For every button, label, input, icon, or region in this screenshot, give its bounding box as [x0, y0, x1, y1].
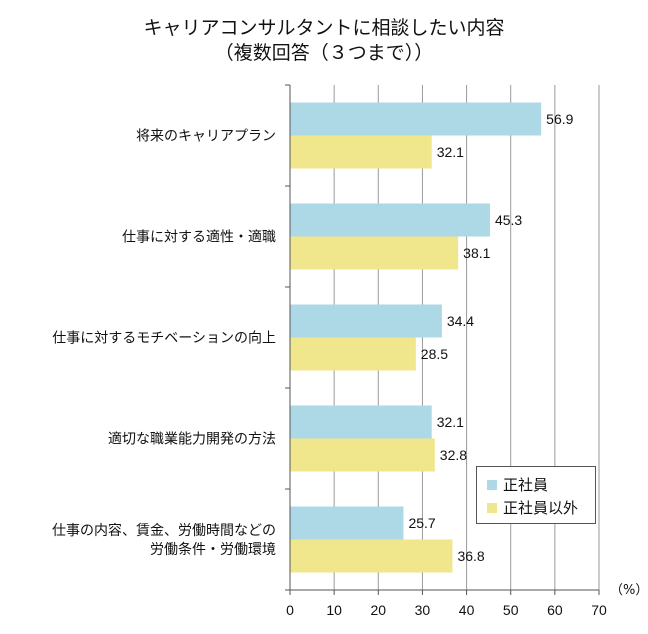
legend-label-series-1: 正社員 [503, 476, 549, 494]
chart-title-line-1: キャリアコンサルタントに相談したい内容 [143, 17, 505, 39]
category-label-4: 適切な職業能力開発の方法 [108, 431, 276, 448]
x-tick-label-30: 30 [415, 602, 431, 618]
category-label-3: 仕事に対するモチベーションの向上 [52, 331, 276, 347]
x-tick-label-40: 40 [459, 602, 475, 618]
legend-swatch-series-1 [487, 479, 497, 490]
x-tick-label-20: 20 [370, 602, 386, 618]
value-label-1-series-1: 56.9 [546, 111, 573, 127]
x-tick-label-50: 50 [503, 602, 519, 618]
value-label-2-series-2: 38.1 [463, 245, 490, 261]
value-label-1-series-2: 32.1 [437, 144, 464, 160]
chart-title: キャリアコンサルタントに相談したい内容 （複数回答（３つまで）） [0, 16, 648, 66]
bar-4-series-1 [290, 405, 432, 439]
bar-4-series-2 [290, 438, 435, 472]
category-label-2: 仕事に対する適性・適職 [122, 229, 276, 246]
unit-label: （%） [610, 583, 648, 598]
bar-3-series-1 [290, 304, 442, 338]
legend-item-series-1: 正社員 [487, 473, 595, 496]
legend-label-series-2: 正社員以外 [503, 499, 579, 517]
value-label-2-series-1: 45.3 [495, 212, 522, 228]
bar-5-series-2 [290, 539, 453, 573]
x-tick-label-60: 60 [547, 602, 563, 618]
category-label-1: 将来のキャリアプラン [136, 129, 276, 145]
chart-title-line-2: （複数回答（３つまで）） [214, 42, 434, 64]
legend: 正社員 正社員以外 [476, 466, 596, 524]
bar-2-series-2 [290, 236, 459, 270]
legend-swatch-series-2 [487, 502, 497, 513]
x-tick-label-70: 70 [591, 602, 607, 618]
x-tick-label-10: 10 [326, 602, 342, 618]
bar-2-series-1 [290, 203, 490, 237]
category-label-5-line-2: 労働条件・労働環境 [150, 541, 276, 558]
category-label-5-line-1: 仕事の内容、賃金、労働時間などの [52, 522, 276, 539]
value-label-3-series-2: 28.5 [421, 346, 448, 362]
bar-5-series-1 [290, 506, 404, 540]
value-label-5-series-1: 25.7 [408, 515, 435, 531]
bar-1-series-2 [290, 135, 432, 169]
value-label-4-series-2: 32.8 [440, 447, 467, 463]
bar-3-series-2 [290, 337, 416, 371]
bar-1-series-1 [290, 102, 542, 136]
x-tick-label-0: 0 [286, 602, 294, 618]
value-label-4-series-1: 32.1 [437, 414, 464, 430]
legend-item-series-2: 正社員以外 [487, 496, 595, 519]
value-label-5-series-2: 36.8 [457, 548, 484, 564]
value-label-3-series-1: 34.4 [447, 313, 474, 329]
